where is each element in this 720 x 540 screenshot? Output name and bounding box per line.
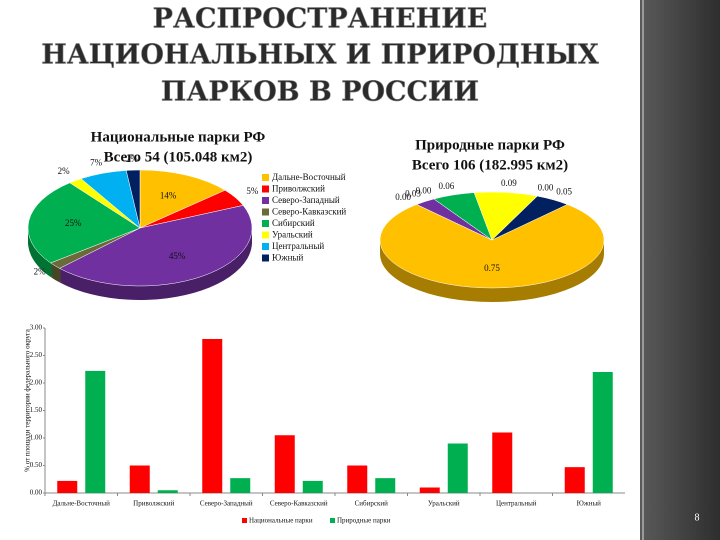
pie-slice — [27, 182, 141, 264]
y-tick-label: 2.00 — [30, 379, 43, 387]
legend-swatch — [262, 208, 269, 216]
bar — [57, 480, 78, 493]
legend-label: Национальные парки — [249, 517, 313, 525]
legend-swatch — [242, 518, 247, 523]
data-label: 0.00 — [395, 192, 411, 202]
pie-title: Природные парки РФ — [415, 137, 565, 153]
pie-slice — [59, 205, 253, 287]
pie-title: Всего 106 (182.995 км2) — [412, 157, 568, 173]
y-tick-label: 1.00 — [30, 434, 43, 442]
legend-swatch — [262, 220, 269, 227]
x-tick-label: Северо-Западный — [200, 500, 253, 508]
x-tick-label: Сибирский — [355, 500, 388, 508]
legend-swatch — [262, 243, 269, 250]
x-tick-label: Центральный — [496, 500, 537, 508]
legend-label: Дальне-Восточный — [272, 172, 346, 182]
y-axis-label: % от площади территории федерального окр… — [24, 328, 32, 472]
data-label: 14% — [160, 190, 177, 200]
legend-label: Сибирский — [272, 218, 315, 228]
bar — [347, 465, 368, 493]
data-label: 0.06 — [438, 181, 454, 191]
slide-title: РАСПРОСТРАНЕНИЕ — [153, 4, 488, 35]
legend-label: Центральный — [272, 241, 324, 251]
legend-swatch — [262, 185, 269, 193]
bar — [157, 490, 178, 493]
y-tick-label: 3.00 — [30, 324, 43, 332]
legend-swatch — [330, 518, 335, 523]
legend-label: Южный — [272, 253, 303, 263]
x-tick-label: Южный — [577, 500, 602, 508]
bar — [419, 487, 440, 493]
y-tick-label: 0.00 — [30, 489, 43, 497]
bar — [375, 478, 396, 493]
legend-label: Приволжский — [272, 184, 325, 194]
legend-swatch — [262, 254, 269, 262]
bar — [85, 370, 106, 493]
y-tick-label: 1.50 — [30, 406, 43, 414]
data-label: 0.00 — [538, 182, 554, 192]
slide-title: ПАРКОВ В РОССИИ — [161, 77, 479, 108]
bar — [274, 435, 295, 493]
pie-slice — [125, 169, 141, 229]
data-label: 2% — [34, 267, 47, 277]
y-tick-label: 0.50 — [30, 461, 43, 469]
bar — [202, 339, 223, 493]
data-label: 0.75 — [484, 263, 500, 273]
y-tick-label: 2.50 — [30, 351, 43, 359]
bar — [564, 467, 585, 493]
page-number: 8 — [695, 512, 700, 523]
bar — [447, 443, 468, 493]
bar — [492, 432, 513, 493]
bar — [592, 372, 613, 493]
data-label: 25% — [65, 218, 82, 228]
legend-label: Северо-Западный — [272, 195, 340, 205]
legend-label: Уральский — [272, 230, 313, 240]
legend-swatch — [262, 197, 269, 204]
legend-label: Природные парки — [337, 517, 391, 525]
data-label: 45% — [169, 251, 186, 261]
pie-title: Национальные парки РФ — [91, 129, 266, 145]
slide-title: НАЦИОНАЛЬНЫХ И ПРИРОДНЫХ — [41, 40, 599, 71]
x-tick-label: Северо-Кавказский — [270, 500, 328, 508]
x-tick-label: Дальне-Восточный — [53, 500, 111, 508]
pie-slice — [139, 169, 226, 229]
x-tick-label: Уральский — [428, 500, 460, 508]
data-label: 0.05 — [556, 187, 572, 197]
data-label: 0.00 — [416, 186, 432, 196]
data-label: 7% — [90, 158, 103, 168]
side-strip — [640, 0, 720, 540]
data-label: 5% — [246, 186, 259, 196]
data-label: 2% — [58, 166, 71, 176]
legend-label: Северо-Кавказский — [272, 207, 346, 217]
data-label: 0.09 — [501, 178, 517, 188]
pie-title: Всего 54 (105.048 км2) — [104, 149, 253, 165]
bar — [129, 465, 150, 493]
x-tick-label: Приволжский — [133, 500, 174, 508]
legend-swatch — [262, 174, 269, 181]
data-label: 0.03 — [405, 189, 421, 199]
pie-slice — [491, 195, 568, 241]
pie-slice — [379, 204, 605, 289]
legend-swatch — [262, 231, 269, 239]
data-label: 2% — [126, 154, 139, 164]
bar — [302, 480, 323, 493]
bar — [230, 478, 251, 493]
